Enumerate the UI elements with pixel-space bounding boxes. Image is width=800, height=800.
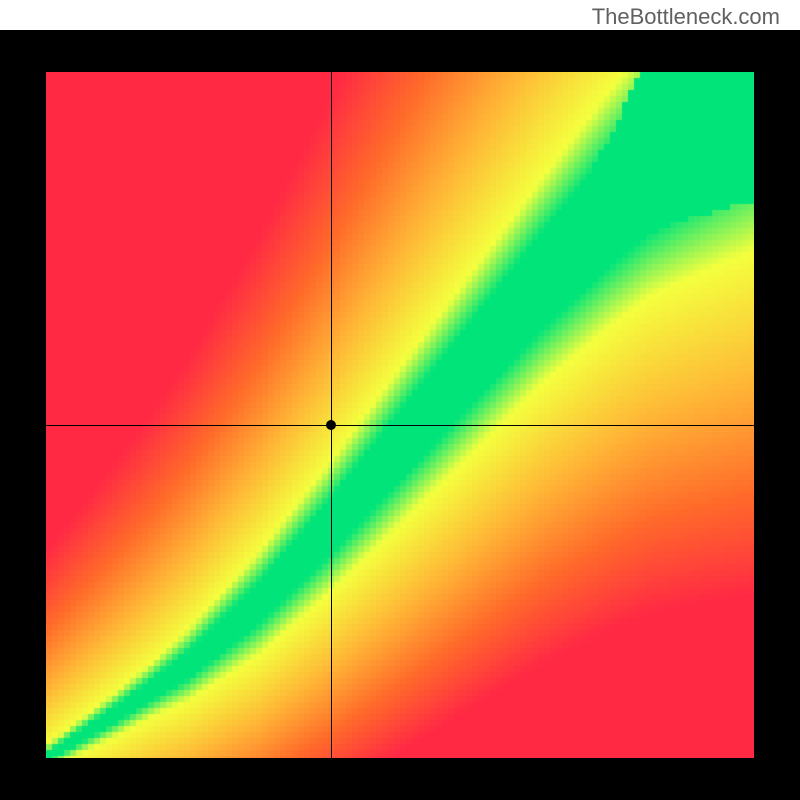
selection-marker-dot	[326, 420, 336, 430]
chart-container: TheBottleneck.com	[0, 0, 800, 800]
heatmap-plot-area	[46, 72, 754, 758]
chart-outer-frame	[0, 30, 800, 800]
crosshair-horizontal	[46, 425, 754, 426]
heatmap-canvas	[46, 72, 754, 758]
crosshair-vertical	[331, 72, 332, 758]
watermark-text: TheBottleneck.com	[592, 4, 780, 30]
